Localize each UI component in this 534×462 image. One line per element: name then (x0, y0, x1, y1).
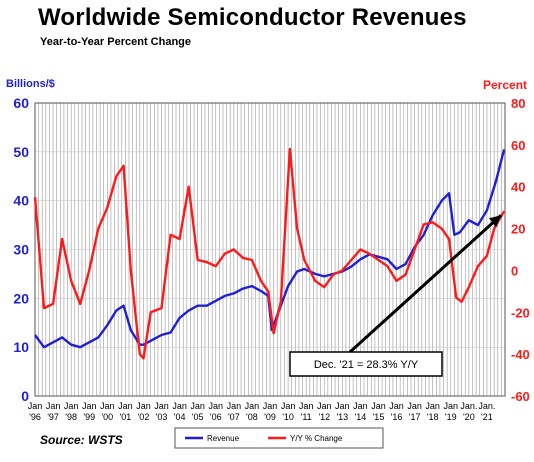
x-tick-label-month: Jan (263, 401, 278, 411)
x-tick-label-year: '04 (174, 412, 186, 422)
x-tick-label-month: Jan (209, 401, 224, 411)
right-tick-label: -60 (511, 389, 530, 404)
x-tick-label-year: '05 (192, 412, 204, 422)
right-tick-label: -40 (511, 347, 530, 362)
x-tick-label-year: '12 (318, 412, 330, 422)
series-line-revenue (34, 149, 506, 349)
x-tick-label-month: Jan (172, 401, 187, 411)
left-tick-label: 0 (21, 388, 29, 404)
x-tick-label-month: Jan (190, 401, 205, 411)
x-tick-label-year: '20 (463, 412, 475, 422)
left-tick-label: 40 (13, 193, 29, 209)
x-tick-label-month: Jan (444, 401, 459, 411)
x-tick-label-year: '18 (427, 412, 439, 422)
x-tick-label-year: '98 (65, 412, 77, 422)
x-tick-label-month: Jan (371, 401, 386, 411)
right-tick-label: 20 (511, 222, 525, 237)
x-tick-label-month: Jan (389, 401, 404, 411)
right-tick-label: 60 (511, 138, 525, 153)
annotation-arrowhead (489, 215, 502, 228)
chart-title: Worldwide Semiconductor Revenues (38, 4, 467, 31)
right-tick-label: 40 (511, 180, 525, 195)
x-tick-label-month: Jan (100, 401, 115, 411)
annotation-text: Dec. '21 = 28.3% Y/Y (314, 359, 419, 371)
annotation-box (289, 351, 443, 377)
right-tick-label: 80 (511, 96, 525, 111)
left-tick-label: 60 (13, 95, 29, 111)
right-tick-label: -20 (511, 305, 530, 320)
x-tick-label-month: Jan (317, 401, 332, 411)
x-tick-label-month: Jan (82, 401, 97, 411)
x-tick-label-month: Jan (64, 401, 79, 411)
x-tick-label-year: '15 (373, 412, 385, 422)
x-tick-label-year: '11 (301, 412, 312, 422)
legend-label-yoy-change: Y/Y % Change (290, 434, 343, 443)
x-tick-label-month: Jan (299, 401, 314, 411)
x-tick-label-year: '96 (29, 412, 41, 422)
x-tick-label-month: Jan (46, 401, 61, 411)
x-tick-label-year: '08 (246, 412, 258, 422)
x-tick-label-year: '02 (138, 412, 150, 422)
x-tick-label-month: Jan (281, 401, 296, 411)
x-tick-label-year: '10 (282, 412, 294, 422)
left-tick-label: 20 (13, 290, 29, 306)
right-tick-label: 0 (511, 263, 518, 278)
plot-frame (34, 102, 506, 397)
x-tick-label-year: '14 (355, 412, 367, 422)
x-tick-label-month: Jan (425, 401, 440, 411)
left-axis-label: Billions/$ (6, 78, 55, 90)
x-tick-label-year: '99 (83, 412, 95, 422)
x-tick-label-month: Jan (118, 401, 133, 411)
x-tick-label-month: Jan (136, 401, 151, 411)
x-tick-label-year: '00 (101, 412, 113, 422)
x-tick-label-month: Jan (245, 401, 260, 411)
x-tick-label-month: Jan (353, 401, 368, 411)
source-note: Source: WSTS (40, 433, 123, 447)
legend-label-revenue: Revenue (207, 434, 240, 443)
x-tick-label-month: Jan (28, 401, 43, 411)
x-tick-label-month: Jan. (478, 401, 495, 411)
x-tick-label-year: '21 (481, 412, 493, 422)
x-tick-label-year: '03 (156, 412, 168, 422)
chart-subtitle: Year-to-Year Percent Change (40, 36, 192, 48)
x-tick-label-year: '01 (120, 412, 132, 422)
left-tick-label: 30 (13, 242, 29, 258)
left-tick-label: 50 (13, 144, 29, 160)
x-tick-label-month: Jan. (460, 401, 477, 411)
x-tick-label-year: '17 (409, 412, 421, 422)
x-tick-label-month: Jan (335, 401, 350, 411)
x-tick-label-year: '19 (445, 412, 457, 422)
left-tick-label: 10 (13, 339, 29, 355)
x-tick-label-year: '09 (264, 412, 276, 422)
x-tick-label-year: '13 (336, 412, 348, 422)
x-tick-label-year: '97 (47, 412, 59, 422)
x-tick-label-month: Jan (154, 401, 169, 411)
x-tick-label-month: Jan (407, 401, 422, 411)
x-tick-label-month: Jan (227, 401, 242, 411)
right-axis-label: Percent (483, 78, 528, 92)
x-tick-label-year: '16 (391, 412, 403, 422)
x-tick-label-year: '07 (228, 412, 240, 422)
x-tick-label-year: '06 (210, 412, 222, 422)
series-line-yoy-change (33, 147, 506, 360)
annotation-arrow-line (348, 214, 503, 354)
